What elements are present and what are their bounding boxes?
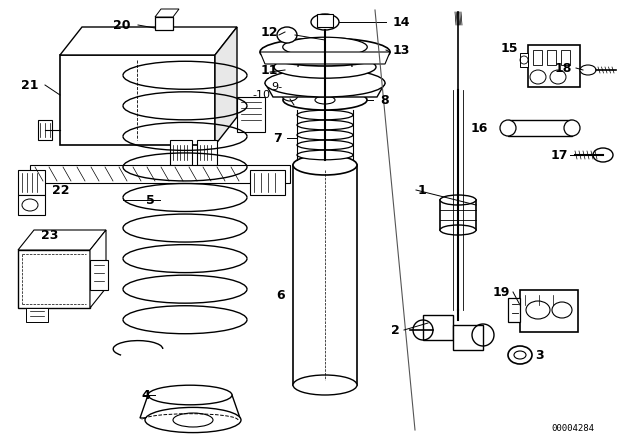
Text: 6: 6	[276, 289, 285, 302]
Ellipse shape	[297, 110, 353, 120]
Text: -10: -10	[252, 90, 270, 100]
Text: 23: 23	[42, 228, 59, 241]
Text: 17: 17	[550, 148, 568, 161]
Text: 8: 8	[380, 94, 388, 107]
Polygon shape	[520, 53, 528, 67]
Ellipse shape	[440, 225, 476, 235]
Ellipse shape	[145, 407, 241, 433]
Polygon shape	[90, 230, 106, 308]
Polygon shape	[140, 395, 240, 418]
Ellipse shape	[500, 120, 516, 136]
Text: 15: 15	[500, 42, 518, 55]
Ellipse shape	[315, 96, 335, 104]
Ellipse shape	[173, 413, 213, 427]
Ellipse shape	[265, 69, 385, 97]
Polygon shape	[155, 17, 173, 30]
Text: 18: 18	[555, 61, 572, 74]
Polygon shape	[90, 260, 108, 290]
Polygon shape	[38, 120, 52, 140]
Ellipse shape	[552, 302, 572, 318]
Polygon shape	[30, 165, 290, 183]
Polygon shape	[26, 308, 48, 322]
Text: 7: 7	[273, 132, 282, 145]
Polygon shape	[260, 52, 390, 64]
Polygon shape	[18, 195, 45, 215]
Polygon shape	[18, 230, 106, 250]
Ellipse shape	[283, 37, 367, 57]
Text: 12: 12	[260, 26, 278, 39]
Polygon shape	[18, 170, 45, 195]
Text: 19: 19	[493, 285, 510, 298]
Ellipse shape	[148, 385, 232, 405]
Text: 5: 5	[147, 194, 155, 207]
Text: 00004284: 00004284	[552, 423, 595, 432]
Text: 20: 20	[113, 18, 130, 31]
Polygon shape	[508, 120, 572, 136]
Ellipse shape	[297, 130, 353, 140]
Ellipse shape	[307, 50, 343, 64]
Ellipse shape	[311, 14, 339, 30]
Ellipse shape	[297, 150, 353, 160]
Ellipse shape	[508, 346, 532, 364]
Polygon shape	[520, 290, 578, 332]
Polygon shape	[547, 50, 556, 65]
Ellipse shape	[277, 27, 297, 43]
Text: 9-: 9-	[271, 82, 282, 92]
Polygon shape	[317, 14, 333, 27]
Polygon shape	[528, 45, 580, 87]
Ellipse shape	[293, 155, 357, 175]
Text: 16: 16	[470, 121, 488, 134]
Ellipse shape	[297, 120, 353, 130]
Ellipse shape	[274, 56, 376, 78]
Polygon shape	[561, 50, 570, 65]
Ellipse shape	[580, 65, 596, 75]
Text: 4: 4	[141, 388, 150, 401]
Text: 22: 22	[52, 184, 70, 197]
Ellipse shape	[550, 70, 566, 84]
Ellipse shape	[593, 148, 613, 162]
Polygon shape	[155, 9, 179, 17]
Ellipse shape	[305, 81, 345, 93]
Text: 21: 21	[20, 78, 38, 91]
Polygon shape	[60, 27, 237, 55]
Text: 13: 13	[393, 43, 410, 56]
Ellipse shape	[530, 70, 546, 84]
Polygon shape	[423, 315, 453, 340]
Ellipse shape	[440, 195, 476, 205]
Polygon shape	[170, 140, 192, 165]
Polygon shape	[293, 165, 357, 385]
Ellipse shape	[514, 351, 526, 359]
Text: 11: 11	[260, 64, 278, 77]
Polygon shape	[197, 140, 217, 165]
Polygon shape	[215, 27, 237, 145]
Polygon shape	[60, 55, 215, 145]
Polygon shape	[250, 170, 285, 195]
Polygon shape	[237, 97, 265, 132]
Ellipse shape	[260, 38, 390, 66]
Ellipse shape	[293, 375, 357, 395]
Ellipse shape	[282, 89, 298, 101]
Polygon shape	[313, 53, 337, 65]
Text: 14: 14	[393, 16, 410, 29]
Polygon shape	[440, 200, 476, 230]
Ellipse shape	[283, 90, 367, 110]
Polygon shape	[18, 250, 90, 308]
Polygon shape	[533, 50, 542, 65]
Ellipse shape	[526, 301, 550, 319]
Ellipse shape	[564, 120, 580, 136]
Polygon shape	[508, 298, 520, 322]
Text: 3: 3	[535, 349, 543, 362]
Text: 2: 2	[391, 323, 400, 336]
Text: 1: 1	[418, 184, 427, 197]
Polygon shape	[453, 325, 483, 350]
Ellipse shape	[297, 140, 353, 150]
Polygon shape	[265, 83, 385, 97]
Ellipse shape	[22, 199, 38, 211]
